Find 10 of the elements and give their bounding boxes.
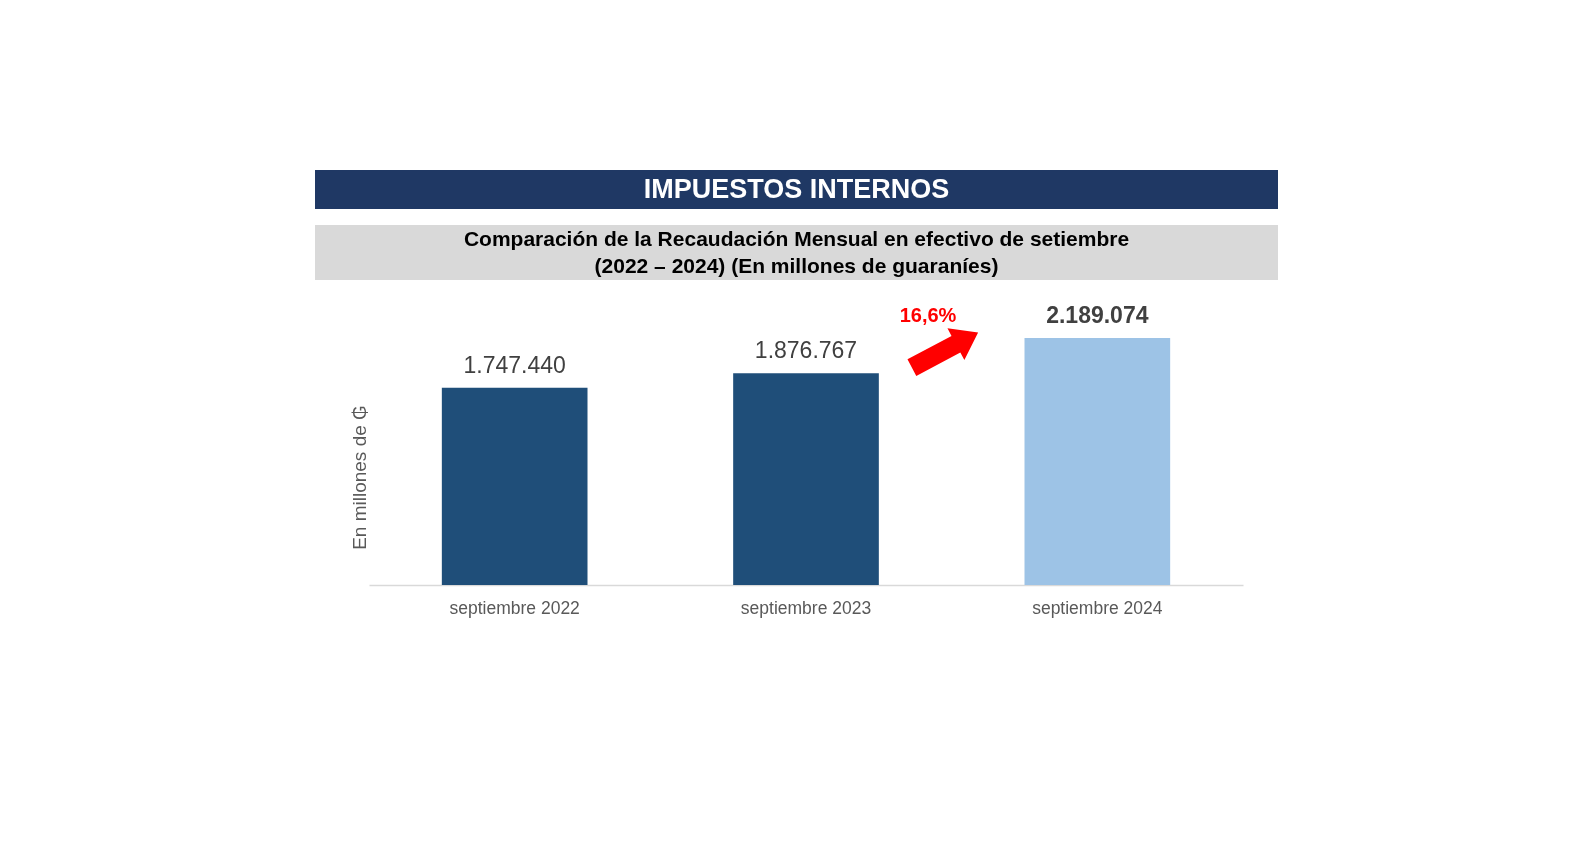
chart-title: IMPUESTOS INTERNOS bbox=[643, 173, 950, 204]
x-tick-label: septiembre 2024 bbox=[1032, 597, 1163, 618]
chart-subtitle: Comparación de la Recaudación Mensual en efectivo de setiembre (2022 – 2024) (En millones de guaraníes) bbox=[463, 226, 1130, 277]
x-tick-label: septiembre 2023 bbox=[740, 597, 872, 618]
x-tick-label: septiembre 2022 bbox=[449, 597, 580, 618]
data-label: 1.747.440 bbox=[463, 351, 566, 378]
data-label: 2.189.074 bbox=[1046, 302, 1149, 328]
data-label: 1.876.767 bbox=[754, 337, 858, 364]
y-axis-title: En millones de ₲ bbox=[348, 405, 370, 550]
text: 16,6% bbox=[899, 304, 957, 326]
